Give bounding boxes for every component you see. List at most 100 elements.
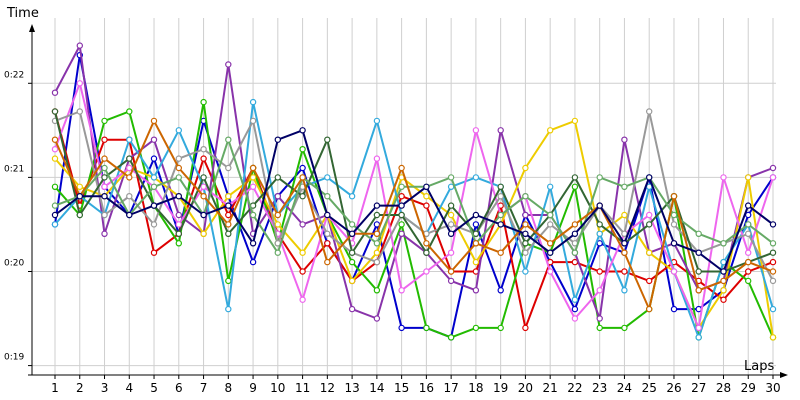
series-line	[54, 44, 774, 320]
data-point	[571, 305, 579, 313]
data-point	[101, 183, 108, 190]
data-point	[175, 211, 182, 219]
data-point	[51, 221, 59, 228]
x-tick-label: 22	[567, 381, 582, 395]
data-point	[596, 230, 603, 237]
series-8	[51, 108, 777, 285]
x-tick-label: 9	[249, 381, 257, 395]
data-point	[745, 268, 752, 275]
data-point	[447, 277, 455, 285]
data-point	[596, 324, 603, 332]
data-point	[274, 192, 281, 200]
data-point	[522, 324, 529, 332]
data-point	[745, 174, 752, 181]
data-point	[76, 80, 84, 87]
x-tick-label: 15	[394, 381, 409, 395]
data-point	[324, 136, 331, 143]
data-point	[126, 164, 133, 172]
data-point	[720, 277, 727, 285]
data-point	[200, 211, 207, 219]
data-point	[472, 127, 480, 134]
data-point	[249, 240, 257, 247]
data-point	[447, 211, 455, 219]
data-point	[745, 249, 752, 256]
data-point	[249, 183, 257, 190]
data-point	[225, 221, 232, 228]
x-tick-label: 29	[741, 381, 756, 395]
data-point	[720, 174, 727, 181]
data-point	[670, 211, 678, 219]
data-point	[225, 202, 232, 209]
data-point	[472, 230, 480, 237]
data-point	[373, 315, 381, 322]
data-point	[51, 202, 59, 209]
data-point	[596, 174, 603, 181]
data-point	[571, 249, 579, 256]
y-tick-label: 0:21	[4, 164, 24, 174]
data-point	[447, 268, 455, 275]
data-point	[571, 174, 579, 181]
data-point	[249, 98, 257, 106]
data-point	[447, 249, 455, 256]
data-point	[76, 192, 84, 200]
data-point	[299, 164, 306, 172]
data-point	[373, 240, 381, 247]
data-point	[596, 287, 603, 294]
data-point	[225, 164, 232, 172]
data-point	[200, 183, 207, 190]
x-tick-label: 17	[443, 381, 458, 395]
data-point	[522, 230, 529, 237]
data-point	[76, 42, 84, 49]
data-point	[249, 211, 257, 219]
data-point	[769, 305, 777, 313]
data-point	[249, 174, 257, 181]
data-point	[547, 183, 554, 190]
data-point	[150, 136, 158, 143]
data-point	[472, 258, 480, 266]
series-12	[51, 127, 777, 275]
data-point	[646, 249, 653, 256]
data-point	[299, 192, 306, 200]
series-line	[54, 119, 774, 338]
data-point	[348, 258, 356, 266]
data-point	[571, 296, 579, 303]
data-point	[547, 268, 554, 275]
data-point	[175, 192, 182, 200]
data-point	[596, 268, 603, 275]
data-point	[522, 268, 529, 275]
data-point	[348, 305, 356, 313]
data-point	[447, 174, 455, 181]
x-tick-label: 24	[617, 381, 632, 395]
data-point	[348, 249, 356, 256]
data-point	[175, 155, 182, 162]
x-tick-label: 18	[468, 381, 483, 395]
data-point	[522, 221, 529, 228]
data-point	[769, 174, 777, 181]
data-point	[373, 117, 381, 125]
data-point	[175, 240, 182, 247]
data-point	[596, 315, 603, 322]
data-point	[596, 221, 603, 228]
data-point	[621, 324, 628, 332]
series-11	[51, 117, 777, 313]
data-point	[76, 108, 84, 115]
data-point	[200, 145, 207, 153]
data-point	[398, 192, 405, 200]
x-tick-label: 5	[150, 381, 158, 395]
data-point	[200, 230, 207, 237]
data-point	[769, 268, 777, 275]
data-point	[646, 108, 653, 115]
data-point	[299, 268, 306, 275]
data-point	[299, 221, 306, 228]
data-point	[150, 202, 158, 209]
x-tick-label: 2	[76, 381, 84, 395]
data-point	[745, 230, 752, 237]
data-point	[720, 268, 727, 275]
x-tick-label: 27	[691, 381, 706, 395]
data-point	[373, 230, 381, 237]
data-point	[398, 183, 405, 190]
data-point	[547, 249, 554, 256]
data-point	[324, 240, 331, 247]
data-point	[324, 211, 331, 219]
x-tick-label: 26	[666, 381, 681, 395]
